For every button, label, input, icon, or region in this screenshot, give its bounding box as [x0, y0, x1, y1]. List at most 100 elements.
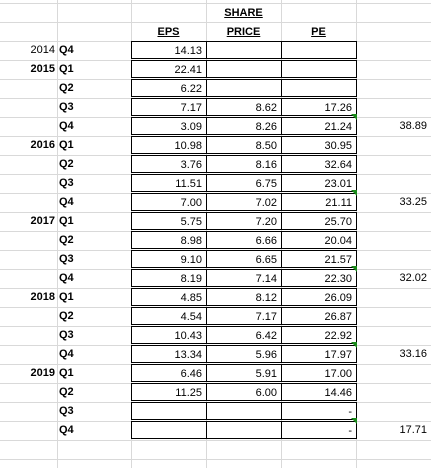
eps-cell[interactable]: 6.46 [131, 364, 207, 382]
eps-cell[interactable]: 7.00 [131, 193, 207, 211]
eps-cell[interactable]: 13.34 [131, 345, 207, 363]
share-price-cell[interactable] [206, 41, 282, 59]
year-cell[interactable] [0, 345, 55, 363]
eps-cell[interactable] [131, 421, 207, 439]
annual-pe-cell[interactable] [356, 41, 431, 59]
year-cell[interactable]: 2014 [30, 44, 55, 56]
eps-cell[interactable]: 3.76 [131, 155, 207, 173]
annual-pe-cell[interactable]: 32.02 [399, 272, 427, 284]
pe-cell[interactable]: 17.97 [281, 345, 357, 363]
pe-cell[interactable]: 30.95 [281, 136, 357, 154]
quarter-cell[interactable]: Q3 [59, 405, 74, 417]
year-cell[interactable] [0, 402, 55, 420]
annual-pe-cell[interactable] [356, 174, 431, 192]
quarter-cell[interactable]: Q3 [59, 253, 74, 265]
pe-cell[interactable]: 17.26 [281, 98, 357, 116]
share-price-cell[interactable]: 8.26 [206, 117, 282, 135]
pe-cell[interactable]: 17.00 [281, 364, 357, 382]
share-price-cell[interactable]: 5.96 [206, 345, 282, 363]
pe-cell[interactable]: 21.11 [281, 193, 357, 211]
share-price-cell[interactable] [206, 79, 282, 97]
eps-cell[interactable]: 3.09 [131, 117, 207, 135]
header-share[interactable]: SHARE [224, 7, 263, 19]
share-price-cell[interactable]: 8.16 [206, 155, 282, 173]
quarter-cell[interactable]: Q1 [59, 215, 74, 227]
share-price-cell[interactable]: 5.91 [206, 364, 282, 382]
annual-pe-cell[interactable] [356, 136, 431, 154]
pe-cell[interactable]: 21.57 [281, 250, 357, 268]
quarter-cell[interactable]: Q2 [59, 158, 74, 170]
eps-cell[interactable]: 10.98 [131, 136, 207, 154]
eps-cell[interactable]: 11.51 [131, 174, 207, 192]
quarter-cell[interactable]: Q2 [59, 310, 74, 322]
quarter-cell[interactable]: Q4 [59, 196, 74, 208]
annual-pe-cell[interactable] [356, 231, 431, 249]
quarter-cell[interactable]: Q4 [59, 424, 74, 436]
year-cell[interactable] [0, 174, 55, 192]
share-price-cell[interactable]: 6.75 [206, 174, 282, 192]
share-price-cell[interactable]: 7.20 [206, 212, 282, 230]
year-cell[interactable]: 2017 [30, 215, 55, 227]
quarter-cell[interactable]: Q2 [59, 386, 74, 398]
eps-cell[interactable]: 7.17 [131, 98, 207, 116]
annual-pe-cell[interactable] [356, 288, 431, 306]
annual-pe-cell[interactable] [356, 212, 431, 230]
year-cell[interactable] [0, 307, 55, 325]
annual-pe-cell[interactable]: 33.16 [399, 348, 427, 360]
year-cell[interactable] [0, 117, 55, 135]
quarter-cell[interactable]: Q4 [59, 272, 74, 284]
eps-cell[interactable]: 5.75 [131, 212, 207, 230]
quarter-cell[interactable]: Q1 [59, 139, 74, 151]
quarter-cell[interactable]: Q3 [59, 177, 74, 189]
share-price-cell[interactable] [206, 402, 282, 420]
quarter-cell[interactable]: Q2 [59, 82, 74, 94]
quarter-cell[interactable]: Q1 [59, 367, 74, 379]
share-price-cell[interactable]: 6.66 [206, 231, 282, 249]
pe-cell[interactable]: 26.87 [281, 307, 357, 325]
eps-cell[interactable]: 11.25 [131, 383, 207, 401]
share-price-cell[interactable]: 6.00 [206, 383, 282, 401]
eps-cell[interactable]: 14.13 [131, 41, 207, 59]
share-price-cell[interactable] [206, 421, 282, 439]
quarter-cell[interactable]: Q3 [59, 101, 74, 113]
annual-pe-cell[interactable] [356, 307, 431, 325]
annual-pe-cell[interactable]: 33.25 [399, 196, 427, 208]
share-price-cell[interactable]: 8.12 [206, 288, 282, 306]
annual-pe-cell[interactable] [356, 402, 431, 420]
quarter-cell[interactable]: Q2 [59, 234, 74, 246]
annual-pe-cell[interactable] [356, 364, 431, 382]
pe-cell[interactable]: 22.92 [281, 326, 357, 344]
pe-cell[interactable]: 25.70 [281, 212, 357, 230]
pe-cell[interactable] [281, 60, 357, 78]
share-price-cell[interactable]: 7.14 [206, 269, 282, 287]
share-price-cell[interactable]: 7.17 [206, 307, 282, 325]
share-price-cell[interactable] [206, 60, 282, 78]
pe-cell[interactable]: 26.09 [281, 288, 357, 306]
pe-cell[interactable]: 32.64 [281, 155, 357, 173]
annual-pe-cell[interactable] [356, 79, 431, 97]
year-cell[interactable] [0, 421, 55, 439]
share-price-cell[interactable]: 8.50 [206, 136, 282, 154]
year-cell[interactable]: 2016 [30, 139, 55, 151]
annual-pe-cell[interactable] [356, 155, 431, 173]
quarter-cell[interactable]: Q1 [59, 63, 74, 75]
annual-pe-cell[interactable]: 17.71 [399, 424, 427, 436]
year-cell[interactable] [0, 231, 55, 249]
annual-pe-cell[interactable] [356, 383, 431, 401]
eps-cell[interactable]: 10.43 [131, 326, 207, 344]
year-cell[interactable] [0, 98, 55, 116]
eps-cell[interactable] [131, 402, 207, 420]
pe-cell[interactable]: 21.24 [281, 117, 357, 135]
year-cell[interactable] [0, 155, 55, 173]
pe-cell[interactable]: 20.04 [281, 231, 357, 249]
annual-pe-cell[interactable] [356, 250, 431, 268]
pe-cell[interactable]: 14.46 [281, 383, 357, 401]
year-cell[interactable] [0, 269, 55, 287]
share-price-cell[interactable]: 6.65 [206, 250, 282, 268]
share-price-cell[interactable]: 7.02 [206, 193, 282, 211]
pe-cell[interactable]: - [281, 402, 357, 420]
pe-cell[interactable]: - [281, 421, 357, 439]
eps-cell[interactable]: 6.22 [131, 79, 207, 97]
eps-cell[interactable]: 8.98 [131, 231, 207, 249]
